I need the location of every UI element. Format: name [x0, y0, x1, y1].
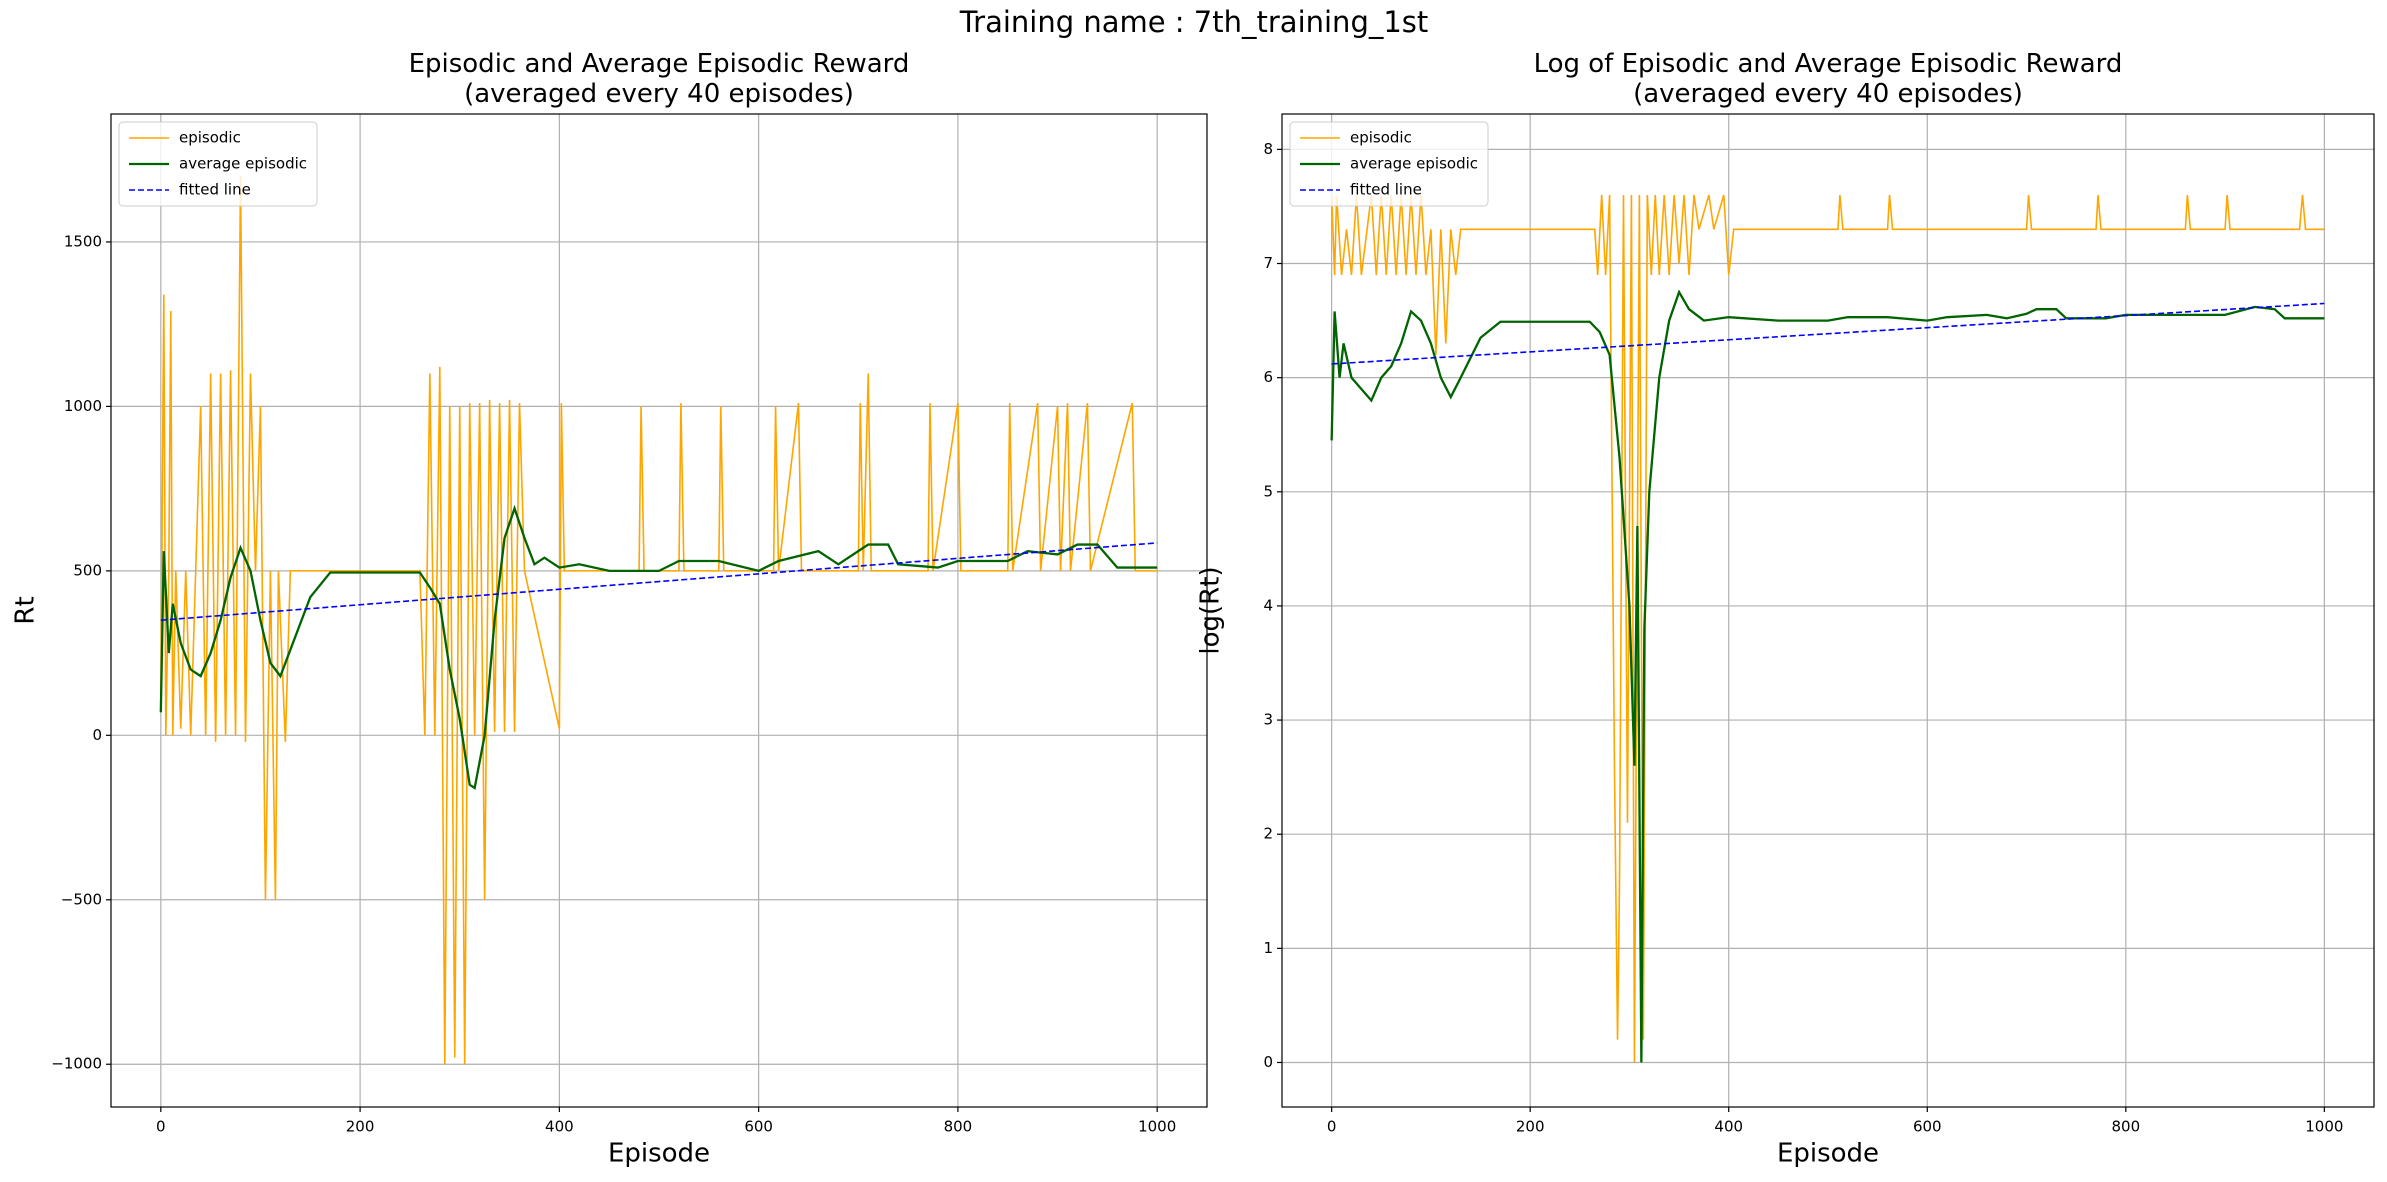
axes-frame [1281, 113, 2375, 1108]
x-tick-label: 1000 [1138, 1118, 1176, 1136]
figure-title: Training name : 7th_training_1st [959, 5, 1429, 39]
x-axis-label: Episode [608, 1139, 710, 1169]
axes-title: Log of Episodic and Average Episodic Rew… [1534, 49, 2123, 109]
x-tick-label: 600 [1913, 1118, 1942, 1136]
legend-label: average episodic [1350, 155, 1478, 173]
y-tick-label: 8 [1263, 140, 1273, 158]
series-line [160, 176, 1158, 1065]
y-tick-label: −1000 [51, 1055, 102, 1073]
legend-label: fitted line [179, 181, 251, 199]
x-axis-label: Episode [1777, 1139, 1879, 1169]
x-tick-label: 200 [346, 1118, 375, 1136]
x-tick-label: 600 [744, 1118, 773, 1136]
legend-label: episodic [1350, 129, 1412, 147]
legend-label: fitted line [1350, 181, 1422, 199]
x-tick-label: 0 [1327, 1118, 1337, 1136]
y-tick-label: 2 [1263, 825, 1273, 843]
x-tick-label: 0 [156, 1118, 166, 1136]
y-tick-label: 5 [1263, 482, 1273, 500]
y-tick-label: 1000 [64, 397, 102, 415]
series-line [1330, 289, 2325, 1063]
y-tick-label: 0 [1263, 1053, 1273, 1071]
series-line [159, 504, 1158, 790]
legend-box [1289, 121, 1489, 207]
y-tick-label: 1500 [64, 232, 102, 250]
y-axis-label: Rt [11, 596, 41, 624]
y-tick-label: 1 [1263, 939, 1273, 957]
x-tick-label: 800 [2111, 1118, 2140, 1136]
axes-title: Episodic and Average Episodic Reward (ave… [409, 49, 910, 109]
legend-box [118, 121, 318, 207]
y-tick-label: 500 [73, 561, 102, 579]
x-tick-label: 400 [545, 1118, 574, 1136]
y-tick-label: 3 [1263, 711, 1273, 729]
y-tick-label: 4 [1263, 596, 1273, 614]
x-tick-label: 400 [1714, 1118, 1743, 1136]
y-tick-label: 7 [1263, 254, 1273, 272]
y-axis-label: log(Rt) [1196, 566, 1226, 654]
legend-label: average episodic [179, 155, 307, 173]
series-line [160, 542, 1158, 621]
series-line [1330, 194, 2325, 1063]
y-tick-label: 6 [1263, 368, 1273, 386]
x-tick-label: 1000 [2305, 1118, 2343, 1136]
y-tick-label: −500 [61, 890, 102, 908]
x-tick-label: 200 [1516, 1118, 1545, 1136]
x-tick-label: 800 [944, 1118, 973, 1136]
axes-frame [110, 113, 1208, 1108]
series-line [1331, 302, 2325, 365]
legend-label: episodic [179, 129, 241, 147]
y-tick-label: 0 [92, 726, 102, 744]
